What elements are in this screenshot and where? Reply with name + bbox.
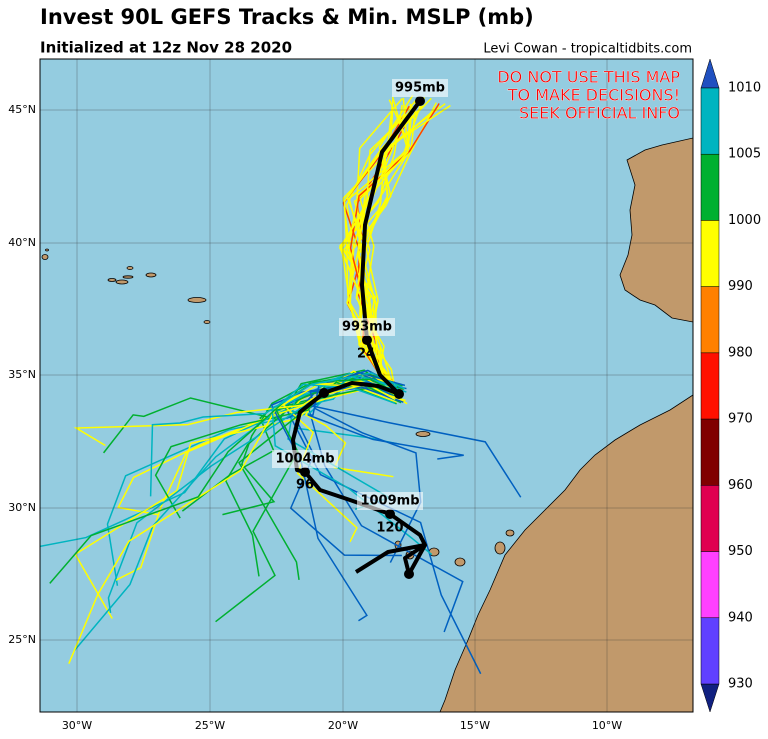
- lon-label: 20°W: [328, 719, 358, 732]
- pressure-label: 1004mb: [275, 452, 334, 467]
- colorbar-segment: [700, 87, 720, 155]
- lon-label: 30°W: [62, 719, 92, 732]
- track: [287, 372, 398, 511]
- track: [102, 369, 405, 454]
- africa: [439, 394, 693, 712]
- label-boxes: [272, 79, 448, 510]
- colorbar-label: 930: [728, 677, 753, 692]
- map-frame: [39, 58, 694, 713]
- lat-label: 40°N: [8, 236, 36, 249]
- lon-label: 15°W: [460, 719, 490, 732]
- track: [73, 383, 396, 447]
- colorbar-label: 1005: [728, 147, 761, 162]
- colorbar-segment: [700, 220, 720, 287]
- title: Invest 90L GEFS Tracks & Min. MSLP (mb): [40, 5, 534, 29]
- colorbar-label: 980: [728, 345, 753, 360]
- lat-label: 25°N: [8, 633, 36, 646]
- pressure-label: 1009mb: [360, 494, 419, 509]
- lat-labels: 45°N 40°N 35°N 30°N 25°N: [8, 103, 36, 646]
- map-area: 995mb 993mb 1004mb 1009mb 24 96 120 DO N…: [40, 59, 693, 712]
- colorbar-label: 1010: [728, 81, 761, 96]
- colorbar-segment: [700, 617, 720, 685]
- lon-label: 10°W: [592, 719, 622, 732]
- colorbar-label: 950: [728, 544, 753, 559]
- hour-label: 96: [296, 478, 314, 493]
- colorbar-label: 990: [728, 279, 753, 294]
- track: [49, 378, 401, 584]
- track: [283, 375, 482, 675]
- colorbar-segment: [700, 153, 720, 221]
- lat-label: 35°N: [8, 368, 36, 381]
- track: [340, 99, 402, 391]
- colorbar-label: 960: [728, 478, 753, 493]
- warning: TO MAKE DECISIONS!: [507, 86, 680, 105]
- colorbar-label: 970: [728, 412, 753, 427]
- track-points: [300, 96, 425, 579]
- lon-labels: 30°W 25°W 20°W 15°W 10°W: [62, 719, 622, 732]
- pressure-label: 993mb: [342, 320, 392, 335]
- colorbar-label: 940: [728, 610, 753, 625]
- colorbar: 1010 1005 1000 990 980 970 960 950 940 930: [700, 58, 761, 713]
- warning: SEEK OFFICIAL INFO: [519, 104, 680, 123]
- colorbar-segment: [700, 485, 720, 552]
- lat-label: 45°N: [8, 103, 36, 116]
- colorbar-segment: [700, 551, 720, 619]
- credit: Levi Cowan - tropicaltidbits.com: [483, 42, 692, 57]
- track: [215, 386, 402, 623]
- subtitle: Initialized at 12z Nov 28 2020: [40, 39, 292, 57]
- warning: DO NOT USE THIS MAP: [497, 68, 680, 87]
- pressure-label: 995mb: [395, 81, 445, 96]
- colorbar-segment: [700, 352, 720, 420]
- track: [307, 369, 464, 460]
- track: [338, 106, 408, 389]
- lat-label: 30°N: [8, 501, 36, 514]
- hour-label: 120: [376, 521, 403, 536]
- lon-label: 25°W: [195, 719, 225, 732]
- iberia: [619, 137, 693, 323]
- colorbar-segment: [700, 418, 720, 486]
- hour-label: 24: [357, 347, 375, 362]
- colorbar-segment: [700, 286, 720, 354]
- colorbar-label: 1000: [728, 213, 761, 228]
